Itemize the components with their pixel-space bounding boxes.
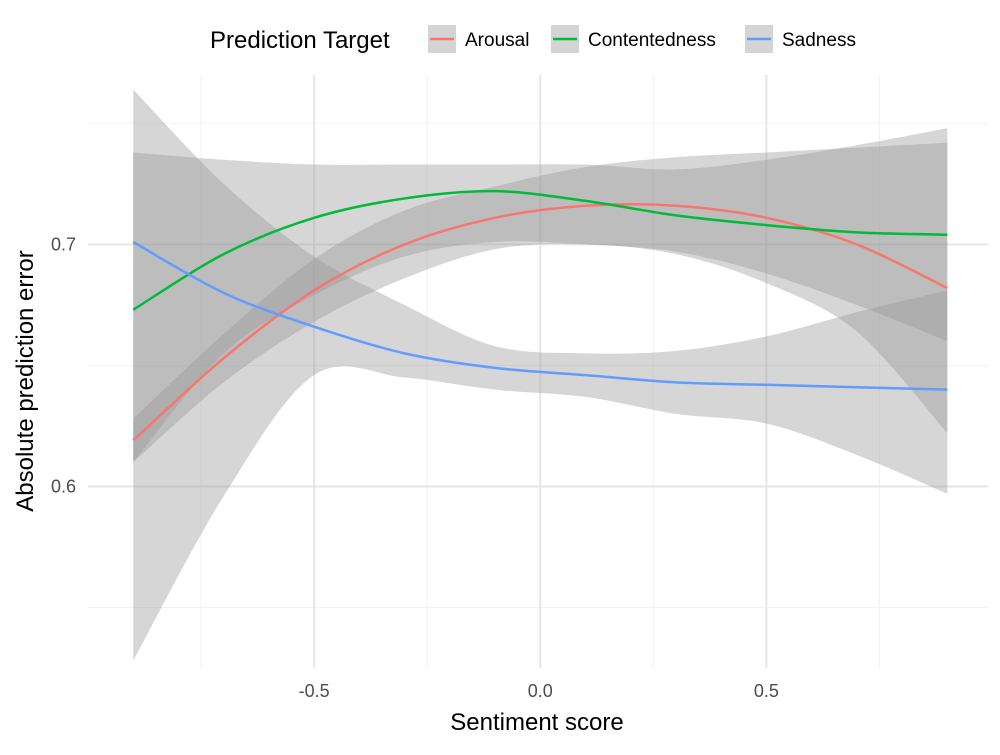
x-tick-label: 0.5 [754, 681, 779, 701]
legend: Prediction Target Arousal Contentedness Sa… [210, 25, 856, 54]
series-line-contentedness [132, 189, 948, 311]
legend-item-contentedness: Contentedness [551, 25, 716, 53]
legend-label-sadness: Sadness [782, 30, 856, 51]
grid-layer [88, 75, 988, 668]
legend-title: Prediction Target [210, 27, 390, 54]
y-axis-title: Absolute prediction error [12, 250, 39, 511]
legend-item-arousal: Arousal [428, 25, 529, 53]
x-tick-label: 0.0 [528, 681, 553, 701]
legend-label-arousal: Arousal [465, 30, 529, 51]
confidence-band-sadness [133, 89, 948, 661]
x-axis-title: Sentiment score [450, 709, 623, 736]
legend-item-sadness: Sadness [745, 25, 856, 53]
series-lines [132, 189, 948, 442]
legend-label-contentedness: Contentedness [588, 30, 716, 51]
y-tick-label: 0.6 [51, 476, 76, 496]
x-tick-label: -0.5 [299, 681, 330, 701]
series-line-sadness [132, 240, 948, 391]
y-tick-label: 0.7 [51, 234, 76, 254]
tick-labels: -0.5 0.0 0.5 0.6 0.7 [51, 234, 779, 701]
